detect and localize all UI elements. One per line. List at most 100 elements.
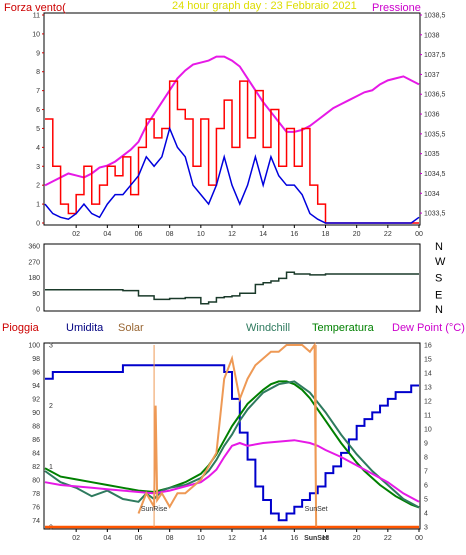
y-left-tick-label: 2 <box>36 183 40 190</box>
y-humidity-tick-label: 80 <box>32 477 40 484</box>
y-left-tick-label: 11 <box>33 13 40 20</box>
y-dir-tick-label: 270 <box>28 259 40 266</box>
x-tick-label: 22 <box>384 231 392 238</box>
series-windchill <box>44 380 420 509</box>
label-temperature: Temperatura <box>312 322 375 334</box>
y-left-tick-label: 4 <box>36 145 40 152</box>
y-humidity-tick-label: 88 <box>32 423 40 430</box>
y-temp-tick-label: 7 <box>424 469 428 476</box>
x-tick-label: 00 <box>415 231 423 238</box>
y-temp-tick-label: 13 <box>424 385 432 392</box>
y-left-tick-label: 10 <box>32 31 40 38</box>
y-humidity-tick-label: 86 <box>32 437 40 444</box>
label-pressure: Pressione <box>372 2 421 14</box>
sunrise-label: SunRise <box>141 506 168 513</box>
x-tick-label: 02 <box>72 535 80 542</box>
y-temp-tick-label: 9 <box>424 441 428 448</box>
x-tick-label: 06 <box>135 231 143 238</box>
y-right-tick-label: 1035 <box>424 151 440 158</box>
x-tick-label: 10 <box>197 535 205 542</box>
x-tick-label: 12 <box>228 535 236 542</box>
x-tick-label: 14 <box>259 231 267 238</box>
y-right-tick-label: 1038,5 <box>424 13 446 20</box>
x-tick-label: 04 <box>103 535 111 542</box>
y-left-tick-label: 3 <box>36 164 40 171</box>
series-dewpoint <box>44 439 420 503</box>
series-direction <box>45 271 419 305</box>
x-tick-label: 16 <box>290 535 298 542</box>
y-rain-tick-label: 2 <box>49 403 53 410</box>
y-humidity-tick-label: 90 <box>32 410 40 417</box>
y-rain-tick-label: 3 <box>49 343 53 350</box>
y-dir-tick-label: 360 <box>28 244 40 251</box>
y-humidity-tick-label: 98 <box>32 356 40 363</box>
y-humidity-tick-label: 96 <box>32 369 40 376</box>
series-temperature <box>44 380 420 509</box>
y-temp-tick-label: 15 <box>424 357 432 364</box>
y-rain-tick-label: 1 <box>49 464 53 471</box>
x-tick-label: 02 <box>72 231 80 238</box>
y-right-tick-label: 1036,5 <box>424 92 446 99</box>
series-gust <box>44 126 420 224</box>
y-temp-tick-label: 3 <box>424 525 428 532</box>
y-temp-tick-label: 4 <box>424 511 428 518</box>
y-left-tick-label: 5 <box>36 126 40 133</box>
y-humidity-tick-label: 94 <box>32 383 40 390</box>
y-right-tick-label: 1033,5 <box>424 211 446 218</box>
compass-label: N <box>435 241 443 253</box>
x-tick-label: 10 <box>197 231 205 238</box>
label-dewpoint: Dew Point (°C) <box>392 322 465 334</box>
x-tick-label: 06 <box>135 535 143 542</box>
y-right-tick-label: 1034,5 <box>424 171 446 178</box>
x-tick-label: 20 <box>353 231 361 238</box>
x-tick-label: 08 <box>166 535 174 542</box>
y-humidity-tick-label: 74 <box>32 518 40 525</box>
y-humidity-tick-label: 78 <box>32 491 40 498</box>
y-humidity-tick-label: 84 <box>32 450 40 457</box>
x-sunset-label: SunSet <box>304 535 329 542</box>
compass-label: E <box>435 289 442 301</box>
y-dir-tick-label: 90 <box>32 291 40 298</box>
panel-direction <box>43 243 421 312</box>
label-wind: Forza vento( <box>4 2 66 14</box>
x-tick-label: 18 <box>322 535 330 542</box>
x-tick-label: 16 <box>290 231 298 238</box>
y-humidity-tick-label: 92 <box>32 396 40 403</box>
y-left-tick-label: 9 <box>36 50 40 57</box>
y-left-tick-label: 7 <box>36 88 40 95</box>
y-temp-tick-label: 12 <box>424 399 432 406</box>
y-left-tick-label: 8 <box>36 69 40 76</box>
x-tick-label: 00 <box>415 535 423 542</box>
compass-label: N <box>435 304 443 316</box>
label-windchill: Windchill <box>246 322 290 334</box>
y-temp-tick-label: 16 <box>424 343 432 350</box>
y-temp-tick-label: 10 <box>424 427 432 434</box>
y-left-tick-label: 0 <box>36 221 40 228</box>
y-temp-tick-label: 5 <box>424 497 428 504</box>
y-right-tick-label: 1036 <box>424 112 440 119</box>
chart-title: 24 hour graph day : 23 Febbraio 2021 <box>172 0 357 12</box>
y-humidity-tick-label: 100 <box>28 343 40 350</box>
x-tick-label: 18 <box>322 231 330 238</box>
x-tick-label: 22 <box>384 535 392 542</box>
label-humidity: Umidita <box>66 322 104 334</box>
x-tick-label: 14 <box>259 535 267 542</box>
y-temp-tick-label: 6 <box>424 483 428 490</box>
y-temp-tick-label: 11 <box>424 413 431 420</box>
y-dir-tick-label: 0 <box>36 307 40 314</box>
y-right-tick-label: 1037,5 <box>424 52 446 59</box>
x-tick-label: 04 <box>103 231 111 238</box>
y-left-tick-label: 6 <box>36 107 40 114</box>
y-temp-tick-label: 14 <box>424 371 432 378</box>
y-right-tick-label: 1038 <box>424 32 440 39</box>
y-dir-tick-label: 180 <box>28 275 40 282</box>
label-rain: Pioggia <box>2 322 40 334</box>
compass-label: S <box>435 273 442 285</box>
y-right-tick-label: 1034 <box>424 191 440 198</box>
series-humidity <box>45 364 419 522</box>
y-right-tick-label: 1035,5 <box>424 131 446 138</box>
series-solar <box>137 341 318 528</box>
sunset-label: SunSet <box>305 506 328 513</box>
